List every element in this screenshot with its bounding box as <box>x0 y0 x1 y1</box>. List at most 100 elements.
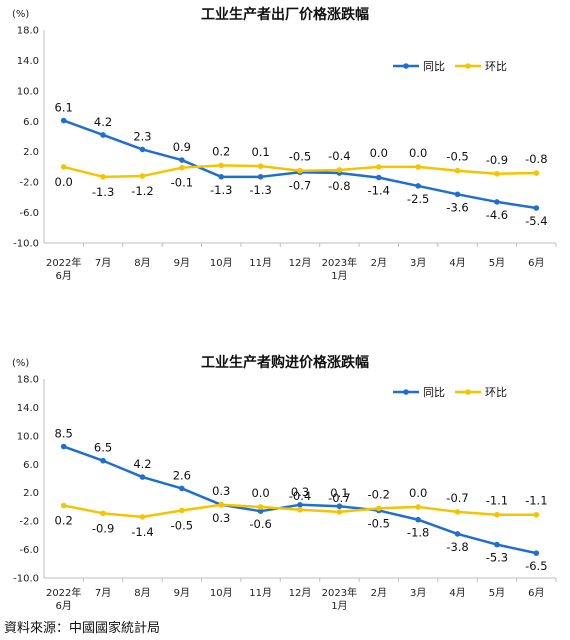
data-label-yoy: 6.1 <box>55 101 73 115</box>
data-label-mom: -0.5 <box>171 518 193 532</box>
y-tick-label: 6.0 <box>23 460 39 471</box>
data-label-mom: -0.2 <box>368 487 390 501</box>
data-point-mom <box>533 511 540 518</box>
y-tick-label: 2.0 <box>23 488 39 499</box>
data-point-mom <box>139 514 146 520</box>
data-point-mom <box>257 163 264 169</box>
data-point-yoy <box>375 174 382 181</box>
x-tick-label: 10月 <box>210 257 233 269</box>
data-label-mom: -1.4 <box>131 525 153 539</box>
x-tick-label: 7月 <box>95 257 111 269</box>
data-point-yoy <box>494 199 500 205</box>
data-point-mom <box>60 164 67 170</box>
data-label-yoy: -6.5 <box>525 559 547 573</box>
data-point-yoy <box>297 501 303 508</box>
data-point-yoy <box>218 174 225 180</box>
data-label-mom: 0.0 <box>370 146 388 160</box>
data-label-mom: -0.9 <box>486 153 508 167</box>
data-label-yoy: -0.6 <box>249 517 271 531</box>
data-point-mom <box>257 504 264 510</box>
ppi-purchase-chart: 工业生产者购进价格涨跌幅 (%) 18.0 14.0 10.0 6.0 2.0 -2.0 -6.… <box>0 340 570 615</box>
data-point-mom <box>415 164 421 170</box>
y-tick-label: -10.0 <box>13 574 39 585</box>
data-label-yoy: -3.8 <box>446 540 468 554</box>
data-point-yoy <box>533 205 540 211</box>
data-point-mom <box>139 173 146 179</box>
data-point-yoy <box>100 457 106 464</box>
y-tick-label: 10.0 <box>17 431 39 442</box>
data-label-yoy: -0.8 <box>328 179 350 193</box>
data-label-yoy: -1.4 <box>368 184 390 198</box>
data-label-yoy: 8.5 <box>55 427 73 441</box>
x-tick-label: 7月 <box>95 587 111 599</box>
x-tick-label: 11月 <box>249 587 272 599</box>
data-point-yoy <box>257 508 264 514</box>
data-label-mom: 0.2 <box>55 514 73 528</box>
x-tick-label: 12月 <box>289 257 312 269</box>
data-label-mom: 0.0 <box>409 486 427 500</box>
x-tick-label: 3月 <box>410 587 426 599</box>
data-label-mom: -0.5 <box>289 150 311 164</box>
data-point-mom <box>494 170 500 177</box>
data-label-yoy: 2.6 <box>173 468 191 482</box>
y-tick-label: 10.0 <box>17 86 39 97</box>
data-point-yoy <box>454 191 461 198</box>
x-tick-label: 2月 <box>371 257 387 269</box>
data-point-yoy <box>60 117 67 124</box>
data-label-mom: -1.1 <box>525 494 547 508</box>
data-label-mom: -0.1 <box>171 176 193 190</box>
legend-marker-yoy <box>403 389 409 395</box>
data-point-mom <box>218 162 225 169</box>
data-point-mom <box>533 170 540 176</box>
data-label-yoy: 0.9 <box>173 140 191 154</box>
x-tick-label: 4月 <box>449 587 465 599</box>
x-tick-label: 3月 <box>410 257 426 269</box>
data-point-mom <box>100 510 106 517</box>
data-label-yoy: -5.4 <box>525 214 547 228</box>
data-label-mom: 0.0 <box>251 486 269 500</box>
data-label-mom: -0.9 <box>92 521 114 535</box>
x-tick-label: 6月 <box>56 600 72 612</box>
data-point-mom <box>60 502 67 509</box>
data-label-mom: -1.3 <box>92 185 114 199</box>
y-tick-label: -2.0 <box>19 178 39 189</box>
data-label-mom: -1.2 <box>131 184 153 198</box>
data-point-mom <box>100 174 106 180</box>
legend-label-yoy: 同比 <box>423 60 445 73</box>
x-tick-label: 1月 <box>331 600 347 612</box>
data-label-mom: -0.8 <box>525 152 547 166</box>
chart-title: 工业生产者购进价格涨跌幅 <box>201 354 369 371</box>
data-point-mom <box>218 501 225 508</box>
data-label-mom: 0.0 <box>55 175 73 189</box>
x-tick-label: 5月 <box>489 257 505 269</box>
data-label-yoy: -1.3 <box>210 183 232 197</box>
x-tick-label: 8月 <box>134 587 150 599</box>
x-tick-label: 6月 <box>528 257 544 269</box>
data-label-yoy: 2.3 <box>133 129 151 143</box>
data-point-yoy <box>100 132 106 138</box>
data-label-mom: 0.2 <box>212 144 230 158</box>
x-tick-label: 9月 <box>174 257 190 269</box>
data-label-mom: 0.0 <box>409 146 427 160</box>
data-label-yoy: 4.2 <box>133 457 151 471</box>
y-tick-label: 2.0 <box>23 147 39 158</box>
x-tick-label: 6月 <box>528 587 544 599</box>
data-point-mom <box>494 511 500 518</box>
data-label-mom: -1.1 <box>486 494 508 508</box>
x-tick-label: 4月 <box>449 257 465 269</box>
data-point-mom <box>297 167 303 174</box>
y-axis-unit-label: (%) <box>12 9 29 20</box>
x-tick-label: 9月 <box>174 587 190 599</box>
data-label-mom: 0.3 <box>212 484 230 498</box>
legend-marker-yoy <box>403 63 409 69</box>
x-tick-label: 8月 <box>134 257 150 269</box>
data-point-mom <box>179 164 185 171</box>
data-label-yoy: -0.7 <box>289 178 311 192</box>
data-label-yoy: 0.3 <box>212 511 230 525</box>
x-tick-label: 2月 <box>371 587 387 599</box>
chart-title: 工业生产者出厂价格涨跌幅 <box>201 6 369 23</box>
y-tick-label: -6.0 <box>19 208 39 219</box>
data-label-yoy: -5.3 <box>486 551 508 565</box>
y-tick-label: 14.0 <box>17 403 39 414</box>
data-label-yoy: -3.6 <box>446 200 468 214</box>
